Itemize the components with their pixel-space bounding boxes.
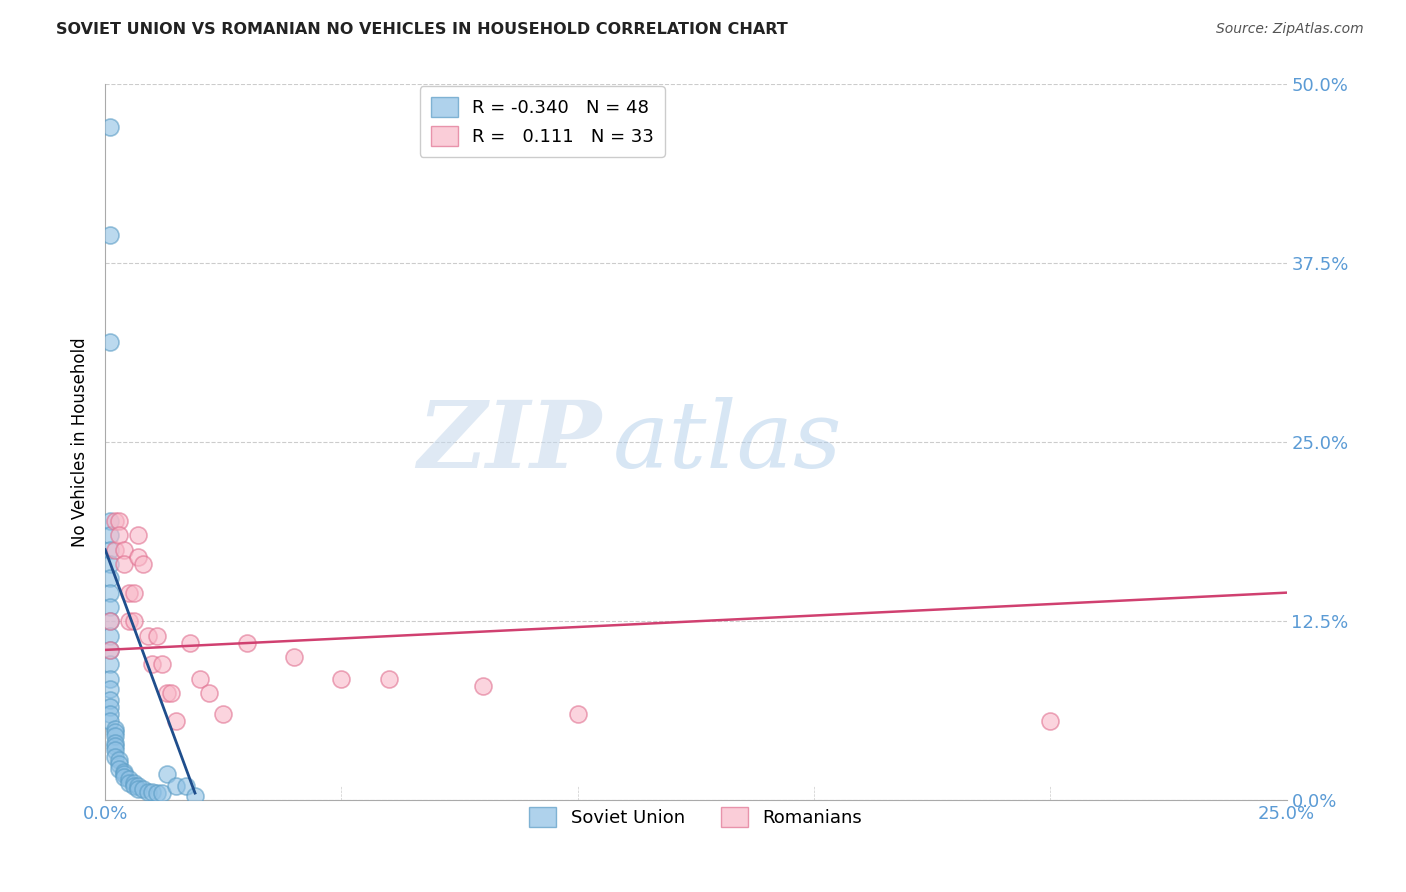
Point (132, 557, 155, 571)
Point (127, 528, 149, 542)
Text: atlas: atlas (613, 397, 842, 487)
Point (118, 585, 141, 599)
Point (184, 789, 207, 803)
Point (104, 743, 127, 757)
Point (174, 779, 197, 793)
Point (98, 514, 121, 528)
Point (132, 781, 155, 796)
Point (283, 650, 305, 665)
Point (98, 614, 121, 628)
Point (141, 784, 163, 798)
Point (108, 757, 131, 772)
Point (98, 542, 121, 557)
Point (108, 762, 131, 776)
Text: SOVIET UNION VS ROMANIAN NO VEHICLES IN HOUSEHOLD CORRELATION CHART: SOVIET UNION VS ROMANIAN NO VEHICLES IN … (56, 22, 787, 37)
Point (122, 776, 145, 790)
Point (156, 767, 179, 781)
Point (165, 714, 187, 729)
Point (108, 528, 131, 542)
Point (98, 557, 121, 571)
Point (118, 614, 141, 628)
Point (112, 770, 135, 784)
Point (198, 686, 221, 700)
Point (98, 585, 121, 599)
Point (127, 549, 149, 564)
Text: Source: ZipAtlas.com: Source: ZipAtlas.com (1216, 22, 1364, 37)
Point (98, 120, 121, 135)
Point (108, 753, 131, 767)
Point (98, 681, 121, 696)
Point (112, 557, 135, 571)
Point (104, 722, 127, 736)
Point (122, 779, 145, 793)
Point (112, 542, 135, 557)
Point (165, 779, 187, 793)
Point (98, 714, 121, 729)
Point (472, 679, 495, 693)
Point (141, 657, 163, 672)
Point (179, 636, 201, 650)
Point (104, 739, 127, 753)
Point (122, 585, 145, 599)
Point (98, 571, 121, 585)
Point (98, 700, 121, 714)
Point (160, 686, 183, 700)
Point (136, 629, 159, 643)
Point (150, 657, 173, 672)
Point (127, 781, 149, 796)
Point (98, 643, 121, 657)
Point (188, 672, 211, 686)
Point (127, 779, 149, 793)
Text: ZIP: ZIP (418, 397, 602, 487)
Point (150, 786, 173, 800)
Point (98, 227, 121, 242)
Point (104, 750, 127, 764)
Point (98, 528, 121, 542)
Point (104, 729, 127, 743)
Point (98, 657, 121, 672)
Y-axis label: No Vehicles in Household: No Vehicles in Household (72, 337, 89, 547)
Point (98, 335, 121, 350)
Point (212, 707, 235, 722)
Point (104, 736, 127, 750)
Point (104, 724, 127, 739)
Point (98, 672, 121, 686)
Point (146, 786, 169, 800)
Point (236, 636, 259, 650)
Point (112, 767, 135, 781)
Point (98, 693, 121, 707)
Point (377, 672, 399, 686)
Point (104, 514, 127, 528)
Point (98, 599, 121, 614)
Point (136, 784, 159, 798)
Point (118, 776, 141, 790)
Point (146, 629, 169, 643)
Point (112, 764, 135, 779)
Point (330, 672, 353, 686)
Point (156, 686, 179, 700)
Point (98, 629, 121, 643)
Point (118, 772, 141, 786)
Point (104, 542, 127, 557)
Point (98, 614, 121, 628)
Point (1039, 714, 1062, 729)
Point (122, 614, 145, 628)
Legend: Soviet Union, Romanians: Soviet Union, Romanians (522, 800, 870, 834)
Point (108, 514, 131, 528)
Point (98, 707, 121, 722)
Point (98, 643, 121, 657)
Point (567, 707, 589, 722)
